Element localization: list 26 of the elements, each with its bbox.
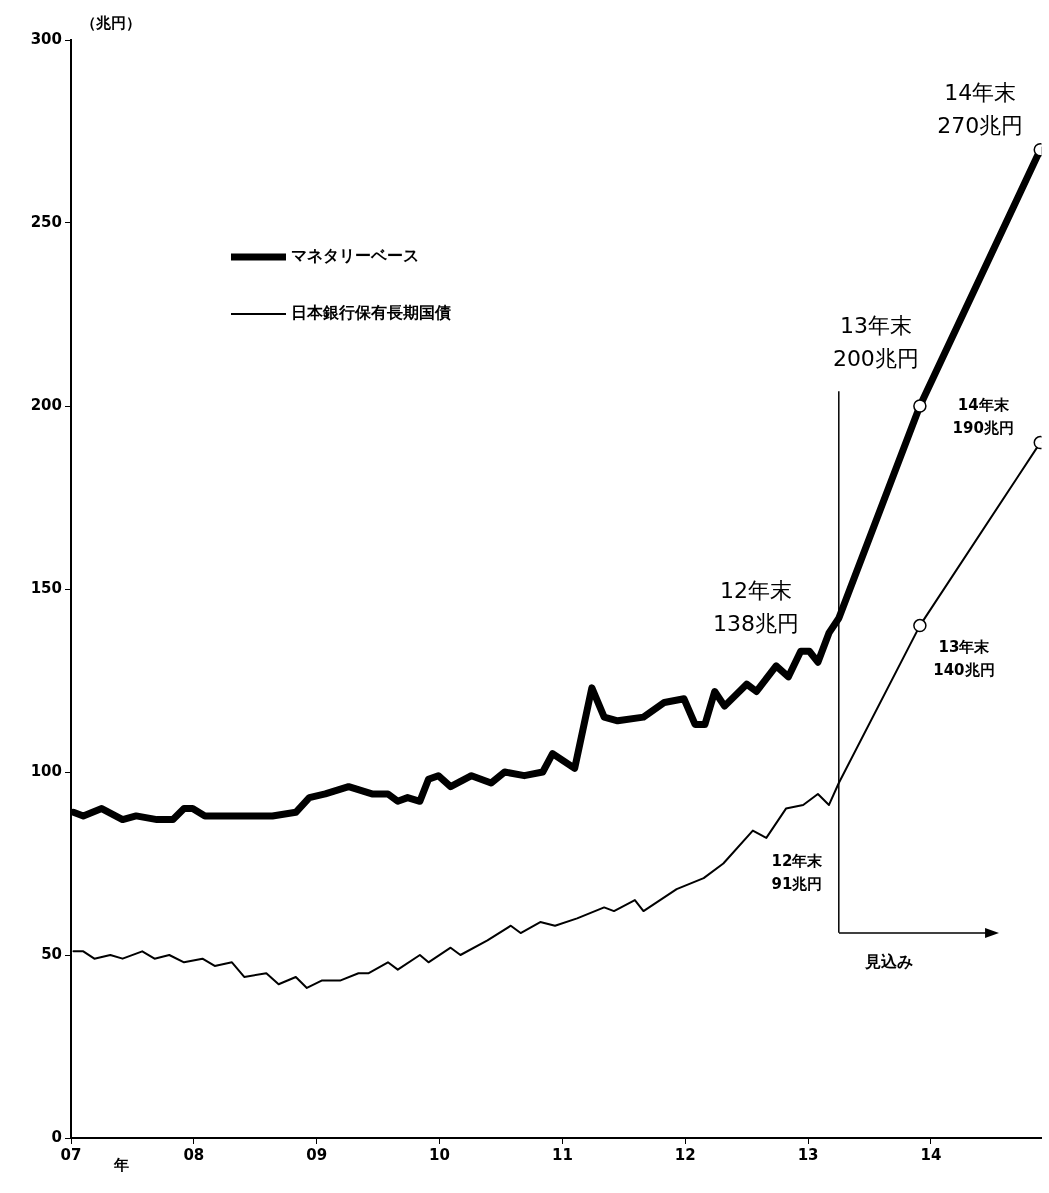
annotation: 12年末 138兆円 [712,578,799,637]
y-tick-label: 250 [30,212,62,231]
x-tick-label: 10 [429,1145,450,1164]
annotation: 12年末 91兆円 [771,852,824,893]
y-tick-label: 50 [41,944,62,963]
annotation: 14年末 270兆円 [937,80,1024,139]
x-tick-label: 13 [797,1145,819,1164]
x-axis-title: 年 [112,1155,129,1174]
x-tick-label: 12 [674,1145,696,1164]
y-tick-label: 150 [30,578,62,597]
ref-line-label: 見込み [863,951,913,971]
x-tick-label: 07 [60,1145,82,1164]
y-tick-label: 100 [30,761,62,780]
annotation: 14年末 190兆円 [952,396,1014,437]
annotation: 13年末 140兆円 [933,638,995,679]
y-tick-label: 200 [30,395,62,414]
x-tick-label: 09 [306,1145,328,1164]
legend-label: 日本銀行保有長期国債 [291,303,451,323]
x-tick-label: 11 [551,1145,573,1164]
y-axis-title: （兆円） [81,14,141,33]
y-tick-label: 0 [51,1127,62,1146]
y-tick-label: 300 [30,29,62,48]
annotation: 13年末 200兆円 [832,313,919,372]
x-tick-label: 08 [183,1145,205,1164]
legend-label: マネタリーベース [291,246,419,266]
x-tick-label: 14 [920,1145,942,1164]
